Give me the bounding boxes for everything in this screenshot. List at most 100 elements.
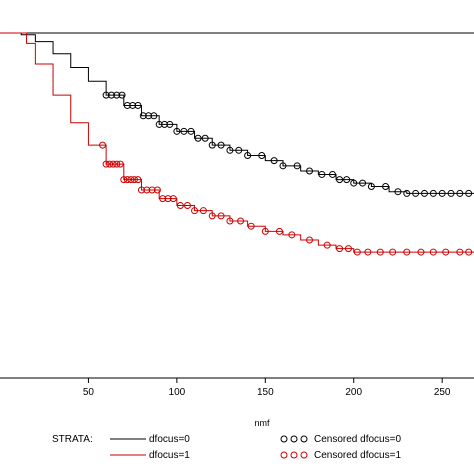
censored-point-dfocus-1	[208, 212, 216, 220]
censored-point-dfocus-0	[150, 112, 158, 120]
x-axis: 50 100 150 200 250	[83, 378, 451, 398]
censored-point-dfocus-1	[465, 248, 473, 256]
censored-point-dfocus-0	[155, 120, 163, 128]
censored-point-dfocus-0	[329, 170, 337, 178]
censored-point-dfocus-0	[420, 189, 428, 197]
censored-point-dfocus-1	[127, 176, 135, 184]
legend-markers-censored-dfocus-1	[280, 451, 308, 459]
censored-point-dfocus-1	[99, 141, 107, 149]
legend-label-dfocus-0: dfocus=0	[149, 434, 190, 445]
censored-point-dfocus-0	[270, 157, 278, 165]
legend-label-dfocus-1: dfocus=1	[149, 450, 190, 461]
censored-point-dfocus-1	[199, 207, 207, 215]
censor-layer	[99, 91, 473, 256]
censored-point-dfocus-1	[106, 160, 114, 168]
censored-point-dfocus-0	[244, 151, 252, 159]
censored-point-dfocus-0	[456, 189, 464, 197]
censored-point-dfocus-0	[235, 146, 243, 154]
censored-point-dfocus-1	[123, 176, 131, 184]
censored-point-dfocus-0	[258, 151, 266, 159]
legend: STRATA: dfocus=0 dfocus=1 Censored dfocu…	[52, 434, 401, 461]
censored-point-dfocus-1	[109, 160, 117, 168]
censored-point-dfocus-0	[180, 127, 188, 135]
x-tick-label: 50	[83, 387, 95, 398]
censored-point-dfocus-0	[107, 91, 115, 99]
censored-point-dfocus-1	[120, 176, 128, 184]
censored-point-dfocus-1	[247, 222, 255, 230]
series-line-dfocus-1	[0, 32, 474, 253]
censored-point-dfocus-0	[166, 120, 174, 128]
censored-point-dfocus-1	[288, 231, 296, 239]
censored-point-dfocus-1	[113, 160, 121, 168]
censored-point-dfocus-0	[336, 176, 344, 184]
censored-point-dfocus-1	[183, 202, 191, 209]
legend-marker	[290, 451, 298, 459]
censored-point-dfocus-0	[118, 91, 126, 99]
censored-point-dfocus-0	[208, 141, 216, 149]
censored-point-dfocus-1	[137, 186, 145, 194]
legend-markers-censored-dfocus-0	[280, 435, 308, 443]
x-tick-label: 200	[345, 387, 362, 398]
censored-point-dfocus-0	[129, 101, 137, 109]
censored-point-dfocus-0	[226, 146, 234, 154]
censored-point-dfocus-0	[318, 170, 326, 178]
censored-point-dfocus-0	[293, 162, 301, 170]
censored-point-dfocus-0	[139, 112, 147, 120]
censored-point-dfocus-1	[130, 176, 138, 184]
censored-point-dfocus-1	[164, 195, 172, 203]
censored-point-dfocus-1	[442, 248, 450, 256]
censored-point-dfocus-1	[143, 186, 151, 194]
censored-point-dfocus-1	[429, 248, 437, 256]
censored-point-dfocus-0	[350, 179, 358, 187]
legend-marker	[280, 435, 288, 443]
censored-point-dfocus-0	[217, 141, 225, 149]
x-tick-label: 100	[169, 387, 186, 398]
censored-point-dfocus-0	[359, 179, 367, 187]
censored-point-dfocus-0	[412, 189, 420, 197]
legend-label-censored-dfocus-0: Censored dfocus=0	[314, 434, 401, 445]
censored-point-dfocus-1	[261, 227, 269, 235]
censored-point-dfocus-1	[306, 236, 314, 244]
censored-point-dfocus-1	[191, 207, 199, 215]
censored-point-dfocus-0	[465, 189, 473, 197]
censored-point-dfocus-1	[237, 217, 245, 225]
legend-marker	[300, 451, 308, 459]
censored-point-dfocus-1	[169, 195, 177, 203]
censored-point-dfocus-1	[217, 212, 225, 220]
censored-point-dfocus-0	[187, 127, 195, 135]
censored-point-dfocus-0	[201, 134, 209, 142]
censored-point-dfocus-1	[275, 227, 283, 235]
censored-point-dfocus-0	[279, 162, 287, 170]
x-axis-label: nmf	[254, 418, 270, 428]
censored-point-dfocus-0	[394, 188, 402, 196]
censored-point-dfocus-0	[306, 167, 314, 175]
censored-point-dfocus-1	[176, 202, 184, 209]
censored-point-dfocus-1	[376, 248, 384, 256]
legend-label-censored-dfocus-1: Censored dfocus=1	[314, 450, 401, 461]
censored-point-dfocus-0	[367, 183, 375, 191]
legend-title: STRATA:	[52, 434, 93, 445]
censored-point-dfocus-0	[145, 112, 153, 120]
censored-point-dfocus-1	[134, 176, 142, 184]
censored-point-dfocus-0	[134, 101, 142, 109]
censored-point-dfocus-1	[456, 248, 464, 256]
censored-point-dfocus-1	[364, 248, 372, 256]
censored-point-dfocus-0	[447, 189, 455, 197]
censored-point-dfocus-1	[159, 195, 167, 203]
censored-point-dfocus-0	[160, 120, 168, 128]
legend-marker	[290, 435, 298, 443]
censored-point-dfocus-1	[116, 160, 124, 168]
censored-point-dfocus-1	[403, 248, 411, 256]
censored-point-dfocus-0	[382, 183, 390, 191]
series-layer	[0, 32, 474, 253]
censored-point-dfocus-1	[226, 217, 234, 225]
censored-point-dfocus-1	[102, 160, 110, 168]
censored-point-dfocus-0	[113, 91, 121, 99]
censored-point-dfocus-0	[123, 101, 131, 109]
censored-point-dfocus-0	[403, 189, 411, 197]
censored-point-dfocus-0	[102, 91, 110, 99]
censored-point-dfocus-0	[343, 176, 351, 184]
censored-point-dfocus-0	[429, 189, 437, 197]
legend-marker	[280, 451, 288, 459]
